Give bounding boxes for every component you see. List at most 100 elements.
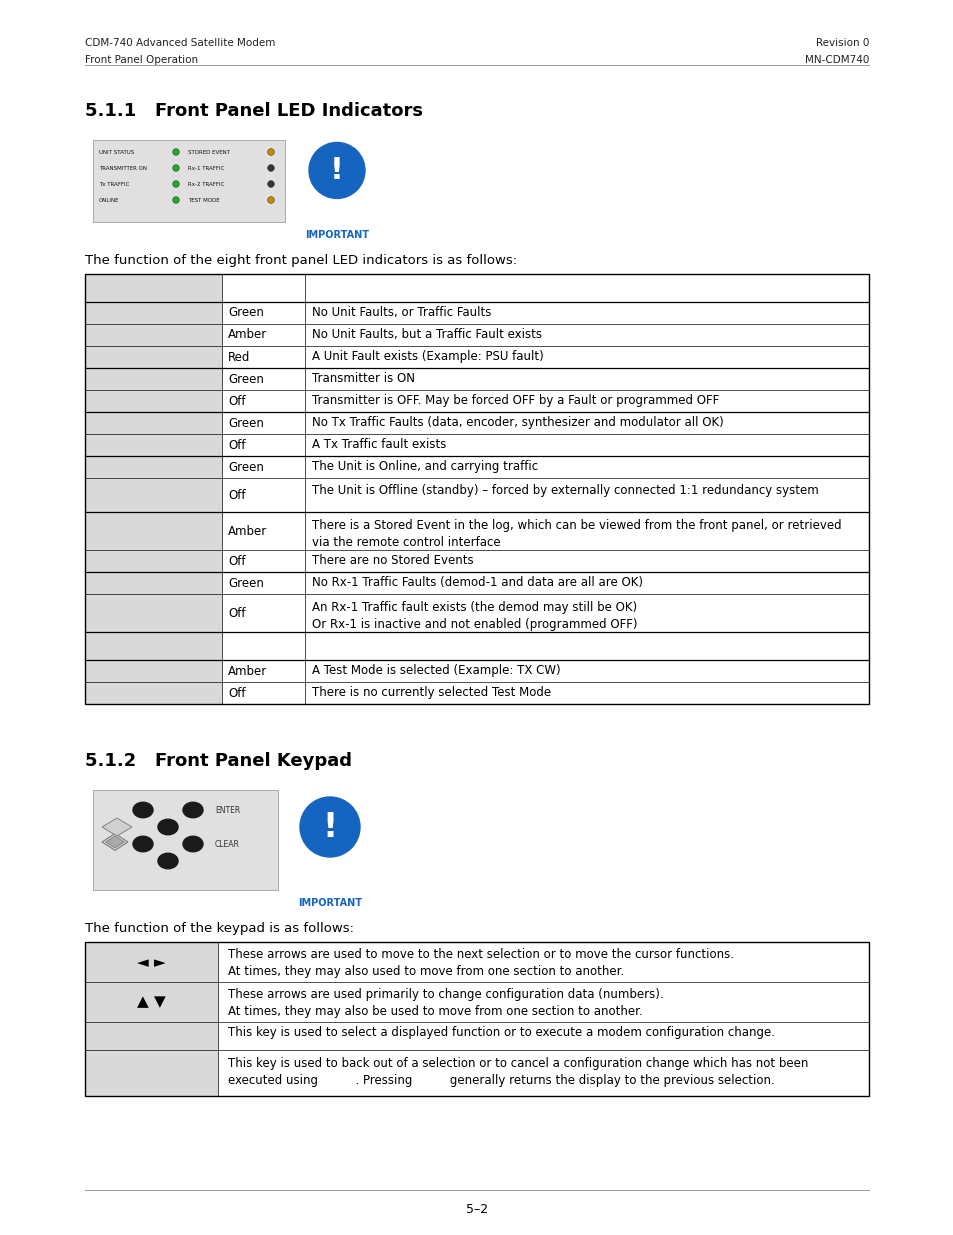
Text: This key is used to back out of a selection or to cancel a configuration change : This key is used to back out of a select…	[228, 1057, 808, 1087]
Bar	[222, 550, 304, 572]
Text: Off: Off	[228, 606, 246, 620]
Bar	[222, 303, 304, 324]
Bar	[304, 390, 868, 412]
Bar	[218, 982, 868, 1023]
Circle shape	[309, 142, 365, 199]
Text: Green: Green	[228, 416, 264, 430]
Text: There is no currently selected Test Mode: There is no currently selected Test Mode	[312, 685, 550, 699]
Bar	[218, 1050, 868, 1095]
Bar	[304, 456, 868, 478]
Bar	[222, 390, 304, 412]
Bar	[92, 790, 277, 890]
Text: UNIT STATUS: UNIT STATUS	[99, 149, 134, 154]
Bar	[85, 942, 218, 982]
Text: These arrows are used primarily to change configuration data (numbers).
At times: These arrows are used primarily to chang…	[228, 988, 663, 1018]
Bar	[222, 274, 304, 303]
Bar	[85, 478, 222, 513]
Text: A Test Mode is selected (Example: TX CW): A Test Mode is selected (Example: TX CW)	[312, 664, 559, 677]
Text: Amber: Amber	[228, 329, 267, 342]
Bar	[92, 140, 285, 222]
Circle shape	[268, 165, 274, 170]
Bar	[222, 456, 304, 478]
Text: Off: Off	[228, 555, 246, 568]
Text: ◄ ►: ◄ ►	[137, 955, 166, 969]
Text: Red: Red	[228, 351, 251, 363]
Bar	[304, 594, 868, 632]
Bar	[85, 1050, 218, 1095]
Bar	[304, 433, 868, 456]
Bar	[85, 303, 222, 324]
Bar	[304, 550, 868, 572]
Text: Revision 0: Revision 0	[815, 38, 868, 48]
Text: An Rx-1 Traffic fault exists (the demod may still be OK)
Or Rx-1 is inactive and: An Rx-1 Traffic fault exists (the demod …	[312, 601, 637, 631]
Text: !: !	[322, 810, 337, 844]
Text: 5–2: 5–2	[465, 1203, 488, 1216]
Text: The Unit is Online, and carrying traffic: The Unit is Online, and carrying traffic	[312, 459, 537, 473]
Text: TEST MODE: TEST MODE	[188, 198, 219, 203]
Ellipse shape	[183, 836, 203, 852]
Polygon shape	[102, 818, 132, 836]
Bar	[304, 478, 868, 513]
Polygon shape	[106, 836, 124, 848]
Bar	[222, 572, 304, 594]
Bar	[218, 1023, 868, 1050]
Bar	[85, 1023, 218, 1050]
Text: Transmitter is ON: Transmitter is ON	[312, 372, 415, 385]
Text: Off: Off	[228, 489, 246, 501]
Bar	[85, 513, 222, 550]
Text: No Unit Faults, or Traffic Faults: No Unit Faults, or Traffic Faults	[312, 306, 491, 319]
Text: MN-CDM740: MN-CDM740	[803, 56, 868, 65]
Circle shape	[268, 149, 274, 154]
Bar	[85, 632, 222, 659]
Bar	[85, 390, 222, 412]
Text: No Tx Traffic Faults (data, encoder, synthesizer and modulator all OK): No Tx Traffic Faults (data, encoder, syn…	[312, 416, 722, 429]
Bar	[304, 682, 868, 704]
Bar	[222, 478, 304, 513]
Text: Off: Off	[228, 438, 246, 452]
Bar	[85, 433, 222, 456]
Bar	[304, 513, 868, 550]
Text: The Unit is Offline (standby) – forced by externally connected 1:1 redundancy sy: The Unit is Offline (standby) – forced b…	[312, 484, 818, 498]
Bar	[222, 659, 304, 682]
Ellipse shape	[158, 853, 178, 868]
Bar	[222, 412, 304, 433]
Bar	[85, 942, 868, 1095]
Text: No Unit Faults, but a Traffic Fault exists: No Unit Faults, but a Traffic Fault exis…	[312, 329, 541, 341]
Text: Rx-2 TRAFFIC: Rx-2 TRAFFIC	[188, 182, 224, 186]
Bar	[85, 274, 222, 303]
Bar	[218, 942, 868, 982]
Ellipse shape	[132, 803, 152, 818]
Bar	[222, 513, 304, 550]
Text: Tx TRAFFIC: Tx TRAFFIC	[99, 182, 130, 186]
Text: Off: Off	[228, 687, 246, 699]
Text: Green: Green	[228, 373, 264, 385]
Text: There are no Stored Events: There are no Stored Events	[312, 555, 473, 567]
Ellipse shape	[183, 803, 203, 818]
Text: !: !	[330, 156, 344, 185]
Bar	[304, 346, 868, 368]
Text: Off: Off	[228, 394, 246, 408]
Text: 5.1.1   Front Panel LED Indicators: 5.1.1 Front Panel LED Indicators	[85, 103, 422, 120]
Text: Rx-1 TRAFFIC: Rx-1 TRAFFIC	[188, 165, 224, 170]
Bar	[222, 368, 304, 390]
Bar	[85, 594, 222, 632]
Text: STORED EVENT: STORED EVENT	[188, 149, 230, 154]
Text: The function of the eight front panel LED indicators is as follows:: The function of the eight front panel LE…	[85, 254, 517, 267]
Bar	[85, 682, 222, 704]
Circle shape	[173, 182, 178, 186]
Bar	[85, 456, 222, 478]
Bar	[222, 682, 304, 704]
Text: Amber: Amber	[228, 525, 267, 537]
Ellipse shape	[132, 836, 152, 852]
Text: Front Panel Operation: Front Panel Operation	[85, 56, 198, 65]
Text: 5.1.2   Front Panel Keypad: 5.1.2 Front Panel Keypad	[85, 752, 352, 769]
Bar	[222, 324, 304, 346]
Circle shape	[268, 198, 274, 203]
Text: ENTER: ENTER	[214, 805, 240, 815]
Text: IMPORTANT: IMPORTANT	[305, 230, 369, 240]
Text: The function of the keypad is as follows:: The function of the keypad is as follows…	[85, 923, 354, 935]
Text: Transmitter is OFF. May be forced OFF by a Fault or programmed OFF: Transmitter is OFF. May be forced OFF by…	[312, 394, 718, 408]
Bar	[304, 632, 868, 659]
Bar	[304, 303, 868, 324]
Text: CLEAR: CLEAR	[214, 840, 239, 848]
